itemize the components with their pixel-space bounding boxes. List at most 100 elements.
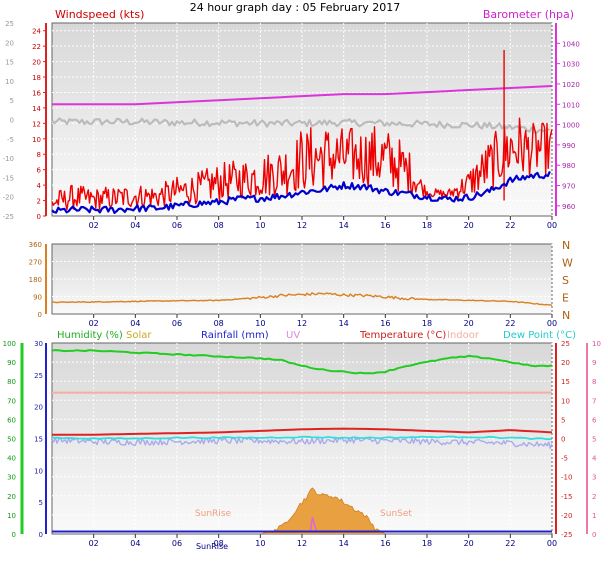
series-lavender bbox=[51, 436, 553, 449]
temperature-tick-label: -10 bbox=[561, 474, 572, 482]
series-wind-gust bbox=[51, 117, 553, 211]
outer-tick-label: 15 bbox=[5, 59, 14, 67]
x-tick-label: 22 bbox=[505, 539, 515, 548]
series-solar bbox=[260, 487, 386, 535]
sunrise-axis-annotation: SunRise bbox=[196, 542, 228, 551]
x-tick-label: 20 bbox=[464, 319, 474, 328]
direction-tick-label: 0 bbox=[38, 311, 42, 319]
direction-tick-label: 270 bbox=[29, 259, 42, 267]
x-tick-label: 10 bbox=[255, 539, 265, 548]
series-dewpoint bbox=[51, 435, 553, 441]
humidity-tick-label: 40 bbox=[7, 455, 16, 463]
baro-tick-label: 1020 bbox=[562, 81, 580, 89]
wind-tick-label: 2 bbox=[37, 198, 41, 206]
x-tick-label: 08 bbox=[214, 539, 224, 548]
x-tick-label: 08 bbox=[214, 319, 224, 328]
x-tick-label: 22 bbox=[505, 319, 515, 328]
x-tick-label: 14 bbox=[339, 539, 349, 548]
compass-label: E bbox=[562, 292, 569, 305]
x-tick-label: 16 bbox=[380, 319, 390, 328]
compass-label: S bbox=[562, 274, 569, 287]
series-humidity bbox=[51, 349, 553, 375]
rainfall-tick-label: 20 bbox=[34, 404, 43, 412]
rainfall-tick-label: 5 bbox=[39, 499, 43, 507]
x-tick-label: 00 bbox=[547, 539, 557, 548]
wind-tick-label: 8 bbox=[37, 151, 41, 159]
x-tick-label: 02 bbox=[89, 319, 99, 328]
legend-entry: Indoor bbox=[447, 330, 480, 341]
uv-tick-label: 0 bbox=[592, 531, 596, 539]
legend-entry: Dew Point (°C) bbox=[503, 330, 576, 341]
humidity-tick-label: 10 bbox=[7, 512, 16, 520]
x-tick-label: 16 bbox=[380, 221, 390, 230]
wind-tick-label: 14 bbox=[32, 105, 41, 113]
x-tick-label: 20 bbox=[464, 221, 474, 230]
x-tick-label: 10 bbox=[255, 319, 265, 328]
rainfall-tick-label: 10 bbox=[34, 467, 43, 475]
outer-tick-label: -25 bbox=[3, 213, 14, 221]
outer-tick-label: 20 bbox=[5, 39, 14, 47]
x-tick-label: 04 bbox=[130, 539, 140, 548]
series-wind-average bbox=[51, 170, 551, 214]
direction-tick-label: 90 bbox=[33, 294, 42, 302]
wind-tick-label: 6 bbox=[37, 167, 42, 175]
rainfall-tick-label: 30 bbox=[34, 340, 43, 348]
outer-tick-label: 5 bbox=[10, 97, 14, 105]
x-tick-label: 04 bbox=[130, 319, 140, 328]
uv-tick-label: 2 bbox=[592, 493, 596, 501]
outer-tick-label: -5 bbox=[7, 136, 14, 144]
x-tick-label: 04 bbox=[130, 221, 140, 230]
wind-tick-label: 0 bbox=[37, 213, 41, 221]
outer-tick-label: 10 bbox=[5, 78, 14, 86]
humidity-tick-label: 80 bbox=[7, 378, 16, 386]
baro-axis-label: Barometer (hpa) bbox=[483, 8, 574, 21]
chart-layer: 02 04 06 08 10 12 14 16 18 20 22 002422201816141210… bbox=[3, 8, 601, 551]
outer-tick-label: 25 bbox=[5, 20, 14, 28]
outer-tick-label: -10 bbox=[3, 155, 14, 163]
series-barometer bbox=[52, 85, 553, 106]
x-tick-label: 14 bbox=[339, 319, 349, 328]
x-tick-label: 16 bbox=[380, 539, 390, 548]
outer-tick-label: -15 bbox=[3, 174, 14, 182]
compass-label: W bbox=[562, 257, 573, 270]
sunset-annotation: SunSet bbox=[380, 509, 412, 519]
wind-tick-label: 10 bbox=[32, 136, 41, 144]
temperature-tick-label: 20 bbox=[561, 359, 570, 367]
temperature-tick-label: 25 bbox=[561, 340, 570, 348]
wind-tick-label: 20 bbox=[32, 59, 41, 67]
humidity-tick-label: 50 bbox=[7, 436, 16, 444]
rainfall-tick-label: 0 bbox=[39, 531, 43, 539]
temperature-tick-label: 5 bbox=[561, 416, 565, 424]
humidity-tick-label: 20 bbox=[7, 493, 16, 501]
legend-entry: UV bbox=[286, 330, 300, 341]
wind-axis-label: Windspeed (kts) bbox=[55, 8, 144, 21]
series-temperature bbox=[52, 427, 553, 436]
x-tick-label: 14 bbox=[339, 221, 349, 230]
direction-tick-label: 180 bbox=[29, 276, 42, 284]
temperature-tick-label: -15 bbox=[561, 493, 572, 501]
uv-tick-label: 9 bbox=[592, 359, 596, 367]
legend-entry: Solar bbox=[126, 330, 152, 341]
x-tick-label: 20 bbox=[464, 539, 474, 548]
baro-tick-label: 980 bbox=[562, 162, 575, 170]
x-tick-label: 22 bbox=[505, 221, 515, 230]
temperature-tick-label: 0 bbox=[561, 436, 565, 444]
wind-tick-label: 18 bbox=[32, 74, 41, 82]
temperature-tick-label: -20 bbox=[561, 512, 572, 520]
x-tick-label: 18 bbox=[422, 221, 432, 230]
baro-tick-label: 1010 bbox=[562, 101, 580, 109]
outer-tick-label: -20 bbox=[3, 194, 14, 202]
temperature-tick-label: 10 bbox=[561, 397, 570, 405]
legend-entry: Temperature (°C) bbox=[359, 330, 446, 341]
x-tick-label: 18 bbox=[422, 319, 432, 328]
uv-tick-label: 5 bbox=[592, 436, 596, 444]
compass-label: N bbox=[562, 309, 570, 322]
x-tick-label: 06 bbox=[172, 539, 182, 548]
x-tick-label: 02 bbox=[89, 539, 99, 548]
direction-tick-label: 360 bbox=[29, 241, 42, 249]
sunrise-annotation: SunRise bbox=[195, 509, 232, 519]
x-tick-label: 06 bbox=[172, 221, 182, 230]
baro-tick-label: 1000 bbox=[562, 122, 580, 130]
